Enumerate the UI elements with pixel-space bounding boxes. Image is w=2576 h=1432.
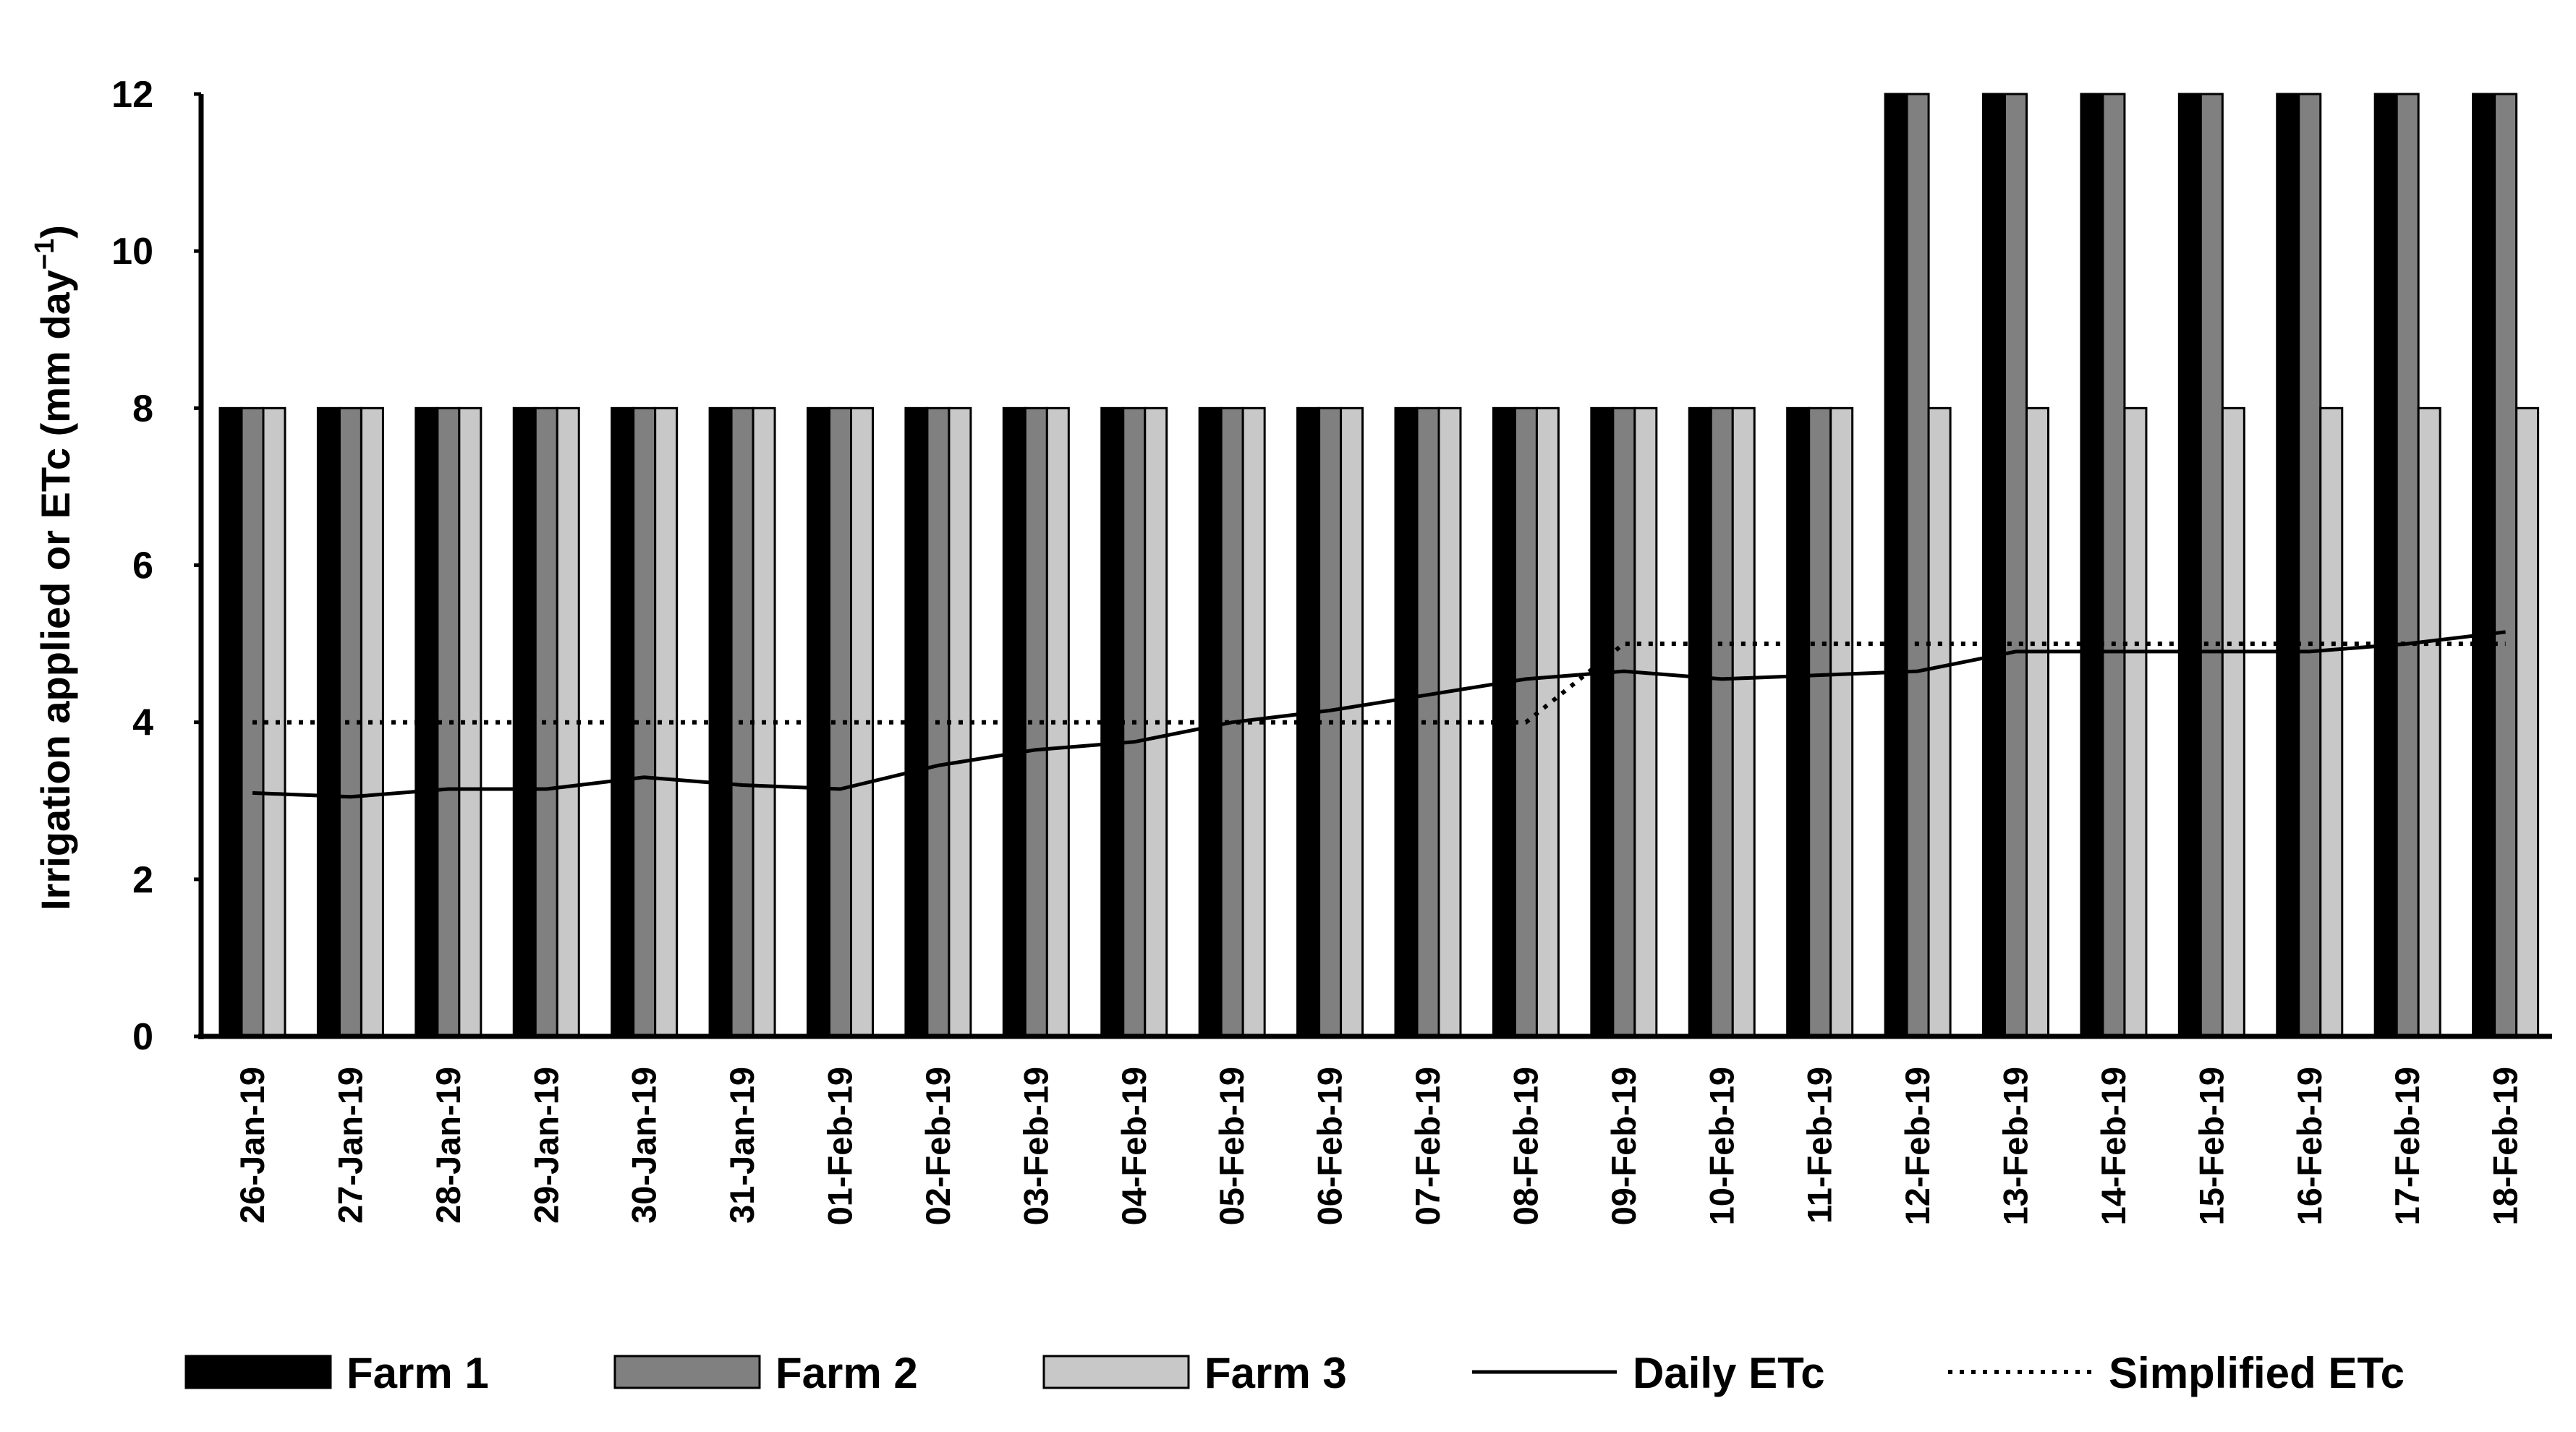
x-tick-label-2: 27-Jan-19 xyxy=(331,1067,369,1224)
bar-farm-1-22 xyxy=(2276,93,2300,1038)
axes-layer: 0 2 4 6 8 10 12 26-Jan-19 27-Jan-19 28-Jan-19 29-J… xyxy=(111,74,2552,1225)
x-tick-label-8: 02-Feb-19 xyxy=(919,1067,957,1225)
bar-farm-1-19 xyxy=(1982,93,2006,1038)
bar-farm-3-15 xyxy=(1633,406,1658,1038)
legend-swatch-farm-3 xyxy=(1042,1355,1190,1389)
y-tick-label-10: 10 xyxy=(111,231,153,273)
line-daily-etc xyxy=(252,630,2506,799)
y-tick-label-4: 4 xyxy=(132,702,153,744)
bar-farm-2-23 xyxy=(2395,93,2420,1038)
x-tick-label-19: 13-Feb-19 xyxy=(1997,1067,2035,1225)
x-tick-label-21: 15-Feb-19 xyxy=(2192,1067,2230,1225)
x-tick-label-7: 01-Feb-19 xyxy=(821,1067,859,1225)
legend-label-farm-1: Farm 1 xyxy=(347,1349,489,1397)
bar-farm-2-19 xyxy=(2004,93,2028,1038)
bar-farm-1-16 xyxy=(1688,406,1712,1038)
legend-label-daily-etc: Daily ETc xyxy=(1633,1349,1825,1397)
y-tick-label-0: 0 xyxy=(132,1016,153,1058)
bar-farm-3-16 xyxy=(1731,406,1756,1038)
legend-swatch-farm-1 xyxy=(184,1355,332,1389)
legend-swatch-farm-2 xyxy=(613,1355,761,1389)
bar-farm-2-20 xyxy=(2101,93,2126,1038)
legend-item-farm-2: Farm 2 xyxy=(613,1349,918,1397)
legend-label-farm-2: Farm 2 xyxy=(775,1349,918,1397)
y-tick-label-6: 6 xyxy=(132,545,153,587)
x-tick-label-12: 06-Feb-19 xyxy=(1311,1067,1349,1225)
line-simplified-etc xyxy=(252,642,2506,725)
y-tick-label-12: 12 xyxy=(111,74,153,116)
x-tick-label-16: 10-Feb-19 xyxy=(1702,1067,1740,1225)
x-tick-label-6: 31-Jan-19 xyxy=(723,1067,761,1224)
bar-farm-1-17 xyxy=(1786,406,1811,1038)
legend: Farm 1 Farm 2 Farm 3 Daily ETc Simplified ET… xyxy=(184,1349,2405,1397)
bar-farm-2-16 xyxy=(1709,406,1734,1038)
y-tick-label-8: 8 xyxy=(132,388,153,430)
bar-farm-3-14 xyxy=(1535,406,1560,1038)
bar-farm-3-21 xyxy=(2221,406,2245,1038)
bar-farm-1-24 xyxy=(2472,93,2496,1038)
bar-farm-2-24 xyxy=(2494,93,2518,1038)
legend-label-farm-3: Farm 3 xyxy=(1204,1349,1347,1397)
y-tick-label-2: 2 xyxy=(132,859,153,901)
x-tick-label-15: 09-Feb-19 xyxy=(1604,1067,1643,1225)
x-tick-label-17: 11-Feb-19 xyxy=(1801,1067,1839,1224)
legend-item-farm-3: Farm 3 xyxy=(1042,1349,1347,1397)
bar-farm-1-20 xyxy=(2080,93,2104,1038)
bars-layer xyxy=(218,93,2540,1038)
x-tick-label-22: 16-Feb-19 xyxy=(2290,1067,2329,1225)
bar-farm-2-15 xyxy=(1612,406,1636,1038)
bar-farm-3-3 xyxy=(458,406,483,1038)
bar-farm-1-21 xyxy=(2177,93,2202,1038)
bar-farm-3-20 xyxy=(2123,406,2148,1038)
x-tick-label-11: 05-Feb-19 xyxy=(1212,1067,1251,1225)
x-tick-label-20: 14-Feb-19 xyxy=(2094,1067,2133,1225)
bar-farm-3-19 xyxy=(2025,406,2049,1038)
x-tick-label-10: 04-Feb-19 xyxy=(1115,1067,1153,1225)
bar-farm-2-17 xyxy=(1808,406,1832,1038)
x-tick-label-23: 17-Feb-19 xyxy=(2388,1067,2426,1225)
bar-farm-1-18 xyxy=(1884,93,1908,1038)
x-tick-label-4: 29-Jan-19 xyxy=(527,1067,565,1224)
bar-farm-3-23 xyxy=(2417,406,2441,1038)
bar-farm-3-17 xyxy=(1829,406,1854,1038)
x-tick-label-3: 28-Jan-19 xyxy=(429,1067,467,1224)
x-tick-label-1: 26-Jan-19 xyxy=(233,1067,271,1224)
x-tick-label-5: 30-Jan-19 xyxy=(625,1067,663,1224)
bar-farm-1-1 xyxy=(218,406,243,1038)
bar-farm-1-23 xyxy=(2373,93,2398,1038)
y-axis-label: Irrigation applied or ETc (mm day−1) xyxy=(30,225,78,911)
legend-label-simplified-etc: Simplified ETc xyxy=(2109,1349,2405,1397)
legend-item-daily-etc: Daily ETc xyxy=(1472,1349,1825,1397)
x-tick-label-14: 08-Feb-19 xyxy=(1506,1067,1544,1225)
x-tick-label-13: 07-Feb-19 xyxy=(1408,1067,1447,1225)
bar-farm-2-18 xyxy=(1905,93,1930,1038)
bar-farm-2-21 xyxy=(2199,93,2224,1038)
legend-item-farm-1: Farm 1 xyxy=(184,1349,489,1397)
bar-farm-3-18 xyxy=(1927,406,1952,1038)
x-tick-label-9: 03-Feb-19 xyxy=(1016,1067,1055,1225)
bar-farm-3-24 xyxy=(2515,406,2540,1038)
x-tick-label-18: 12-Feb-19 xyxy=(1898,1067,1937,1225)
bar-farm-3-22 xyxy=(2319,406,2344,1038)
bar-farm-2-22 xyxy=(2297,93,2322,1038)
bar-farm-1-15 xyxy=(1590,406,1615,1038)
x-tick-label-24: 18-Feb-19 xyxy=(2486,1067,2525,1225)
legend-item-simplified-etc: Simplified ETc xyxy=(1948,1349,2405,1397)
lines-layer xyxy=(252,630,2506,799)
